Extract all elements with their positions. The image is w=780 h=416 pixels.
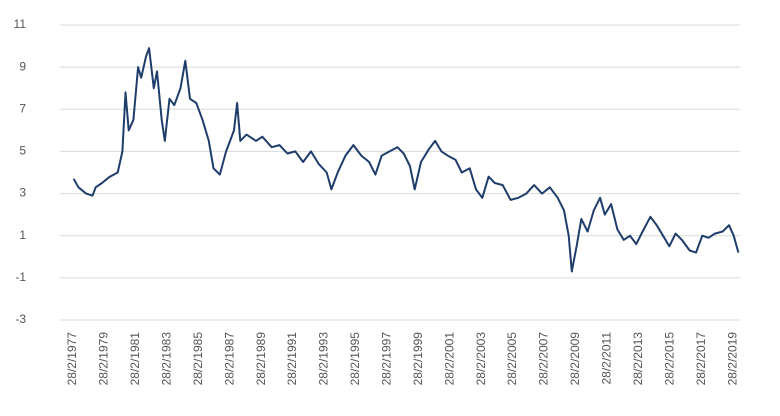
x-tick-label: 28/2/1979 — [97, 332, 111, 386]
x-tick-label: 28/2/1989 — [254, 332, 268, 386]
x-tick-label: 28/2/1981 — [128, 332, 142, 386]
x-tick-label: 28/2/1987 — [222, 332, 236, 386]
y-tick-label: 7 — [19, 101, 26, 115]
y-tick-label: 11 — [14, 17, 27, 31]
x-tick-label: 28/2/2015 — [662, 332, 676, 386]
y-tick-label: 5 — [19, 144, 26, 158]
x-tick-label: 28/2/1983 — [160, 332, 174, 386]
x-tick-label: 28/2/1985 — [191, 332, 205, 386]
x-tick-label: 28/2/2009 — [568, 332, 582, 386]
x-tick-label: 28/2/2013 — [631, 332, 645, 386]
x-tick-label: 28/2/2005 — [505, 332, 519, 386]
y-tick-label: 1 — [19, 228, 26, 242]
x-tick-label: 28/2/2011 — [600, 332, 614, 385]
y-tick-label: 3 — [19, 186, 26, 200]
x-tick-label: 28/2/2019 — [725, 332, 739, 386]
x-tick-label: 28/2/1991 — [285, 332, 299, 386]
x-tick-label: 28/2/1977 — [65, 332, 79, 386]
y-tick-label: -3 — [15, 312, 26, 326]
x-tick-label: 28/2/1993 — [317, 332, 331, 386]
x-tick-label: 28/2/1999 — [411, 332, 425, 386]
x-tick-label: 28/2/2017 — [694, 332, 708, 386]
y-tick-label: -1 — [15, 270, 26, 284]
x-tick-label: 28/2/1997 — [380, 332, 394, 386]
x-tick-label: 28/2/2007 — [537, 332, 551, 386]
series-line — [72, 47, 740, 273]
y-tick-label: 9 — [19, 59, 26, 73]
x-tick-label: 28/2/2003 — [474, 332, 488, 386]
x-tick-label: 28/2/2001 — [442, 332, 456, 386]
x-tick-label: 28/2/1995 — [348, 332, 362, 386]
